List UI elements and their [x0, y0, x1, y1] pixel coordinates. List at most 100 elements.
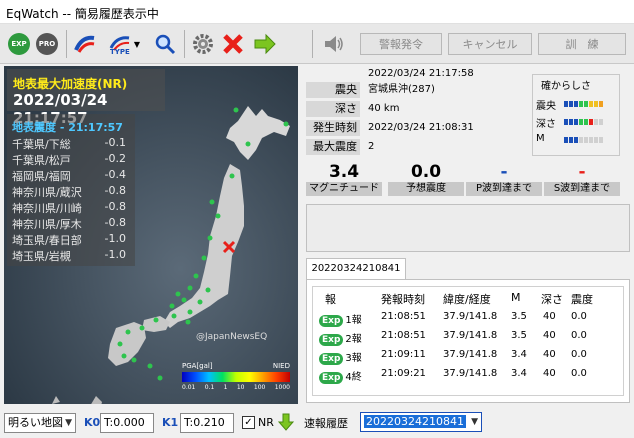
magnitude: 3.4 [511, 368, 527, 379]
station-dot [245, 141, 251, 147]
intensity-row: 神奈川県/厚木 -0.8 [12, 216, 130, 232]
settings-button[interactable] [190, 31, 216, 57]
station-name: 千葉県/下総 [12, 138, 71, 151]
lat-lon: 37.9/141.8 [443, 330, 498, 341]
depth: 40 [543, 311, 556, 322]
gear-icon [193, 34, 213, 54]
legend-tick: 1 [223, 384, 228, 391]
station-dot [157, 375, 163, 381]
predicted-intensity-value: 0.0 [410, 162, 442, 182]
table-row[interactable]: Exp 4終 [319, 368, 362, 384]
table-row[interactable]: Exp 3報 [319, 349, 362, 365]
k0-input[interactable]: T:0.000 [100, 413, 154, 433]
magnitude: 3.5 [511, 311, 527, 322]
info-time: 2022/03/24 21:17:58 [368, 68, 474, 79]
legend-ticks: 0.01 0.1 1 10 100 1000 [182, 384, 290, 391]
history-table: 報 発報時刻 緯度/経度 M 深さ 震度 Exp 1報 21:08:51 37.9/1… [312, 286, 624, 396]
column-header: 発報時刻 [381, 293, 425, 306]
drill-button[interactable]: 訓 練 [538, 33, 626, 55]
download-button[interactable] [277, 412, 295, 435]
station-name: 神奈川県/蔵沢 [12, 186, 82, 199]
report-number: 2報 [345, 334, 362, 345]
max-intensity-value: 2 [368, 141, 375, 152]
map-style-value: 明るい地図 [8, 416, 63, 429]
column-header: 震度 [571, 293, 593, 306]
sound-button[interactable] [320, 31, 346, 57]
search-button[interactable] [152, 31, 178, 57]
depth-label: 深さ [306, 101, 360, 117]
k1-input[interactable]: T:0.210 [180, 413, 234, 433]
legend-tick: 1000 [274, 384, 290, 391]
exp-badge: Exp [319, 353, 344, 365]
message-box [306, 204, 630, 252]
nr-checkbox[interactable]: ✓ [242, 416, 255, 429]
certainty-box: 確からしさ 震央 深さ M [532, 74, 620, 156]
station-markers [117, 107, 289, 381]
column-header: 報 [325, 293, 336, 306]
intensity-value: -1.0 [104, 232, 126, 245]
station-dot [233, 107, 239, 113]
intensity-row: 福岡県/福岡 -0.4 [12, 168, 130, 184]
intensity-value: -0.2 [104, 152, 126, 165]
pro-button[interactable]: PRO [34, 31, 60, 57]
magnitude: 3.4 [511, 349, 527, 360]
depth: 40 [543, 368, 556, 379]
intensity-value: -1.0 [104, 248, 126, 261]
station-dot [185, 319, 191, 325]
close-button[interactable] [220, 31, 246, 57]
event-info: 2022/03/24 21:17:58 震央 宮城県沖(287) 深さ 40 k… [306, 66, 632, 196]
legend-color-bar [182, 372, 290, 382]
station-name: 埼玉県/岩槻 [12, 250, 71, 263]
map-panel[interactable]: 地表最大加速度(NR) 2022/03/24 21:17:57 地表震度 - 2… [4, 66, 298, 404]
station-dot [215, 213, 221, 219]
intensity-row: 埼玉県/岩槻 -1.0 [12, 248, 130, 264]
tab-history[interactable]: 20220324210841 [306, 258, 406, 280]
station-name: 神奈川県/川崎 [12, 202, 82, 215]
intensity-row: 埼玉県/春日部 -1.0 [12, 232, 130, 248]
intensity-value: -0.8 [104, 184, 126, 197]
certainty-row-label: 震央 [536, 101, 556, 112]
intensity-row: 神奈川県/川崎 -0.8 [12, 200, 130, 216]
depth-value: 40 km [368, 103, 400, 114]
table-row[interactable]: Exp 2報 [319, 330, 362, 346]
pga-legend: PGA[gal] NIED 0.01 0.1 1 10 100 1000 [182, 362, 290, 398]
certainty-row: 震央 [536, 97, 618, 112]
certainty-bars [564, 119, 603, 125]
map-style-select[interactable]: 明るい地図 ▼ [4, 413, 76, 433]
chevron-down-icon: ▼ [65, 418, 72, 428]
cancel-button[interactable]: キャンセル [448, 33, 532, 55]
forward-button[interactable] [252, 31, 278, 57]
pro-icon: PRO [36, 33, 58, 55]
alert-button[interactable]: 警報発令 [360, 33, 442, 55]
nr-label: NR [258, 416, 274, 429]
exp-badge: Exp [319, 372, 344, 384]
intensity-row: 千葉県/松戸 -0.2 [12, 152, 130, 168]
exp-button[interactable]: EXP [6, 31, 32, 57]
intensity-panel: 地表震度 - 21:17:57 千葉県/下総 -0.1 千葉県/松戸 -0.2 福岡県/… [7, 114, 135, 266]
toolbar-separator [66, 30, 67, 58]
history-select[interactable]: 20220324210841 ▼ [360, 412, 482, 432]
table-row[interactable]: Exp 1報 [319, 311, 362, 327]
station-dot [121, 353, 127, 359]
intensity-row: 神奈川県/蔵沢 -0.8 [12, 184, 130, 200]
wave-icon [74, 35, 95, 53]
station-dot [117, 341, 123, 347]
toolbar-separator [184, 30, 185, 58]
epicenter-label: 震央 [306, 82, 360, 98]
wave-button[interactable] [72, 31, 98, 57]
station-dot [139, 325, 145, 331]
type-dropdown-button[interactable]: ▼ TYPE [104, 31, 144, 57]
report-number: 4終 [345, 372, 362, 383]
p-wave-value: - [500, 162, 508, 182]
certainty-row-label: 深さ [536, 119, 556, 130]
legend-tick: 100 [253, 384, 266, 391]
epicenter-marker-icon [222, 240, 236, 254]
speaker-icon [325, 36, 343, 52]
chevron-down-icon: ▼ [133, 39, 141, 49]
predicted-intensity-label: 予想震度 [388, 182, 464, 196]
station-dot [197, 299, 203, 305]
arrow-right-icon [254, 33, 276, 55]
k1-label: K1 [162, 416, 179, 429]
station-dot [209, 199, 215, 205]
exp-badge: Exp [319, 334, 344, 346]
